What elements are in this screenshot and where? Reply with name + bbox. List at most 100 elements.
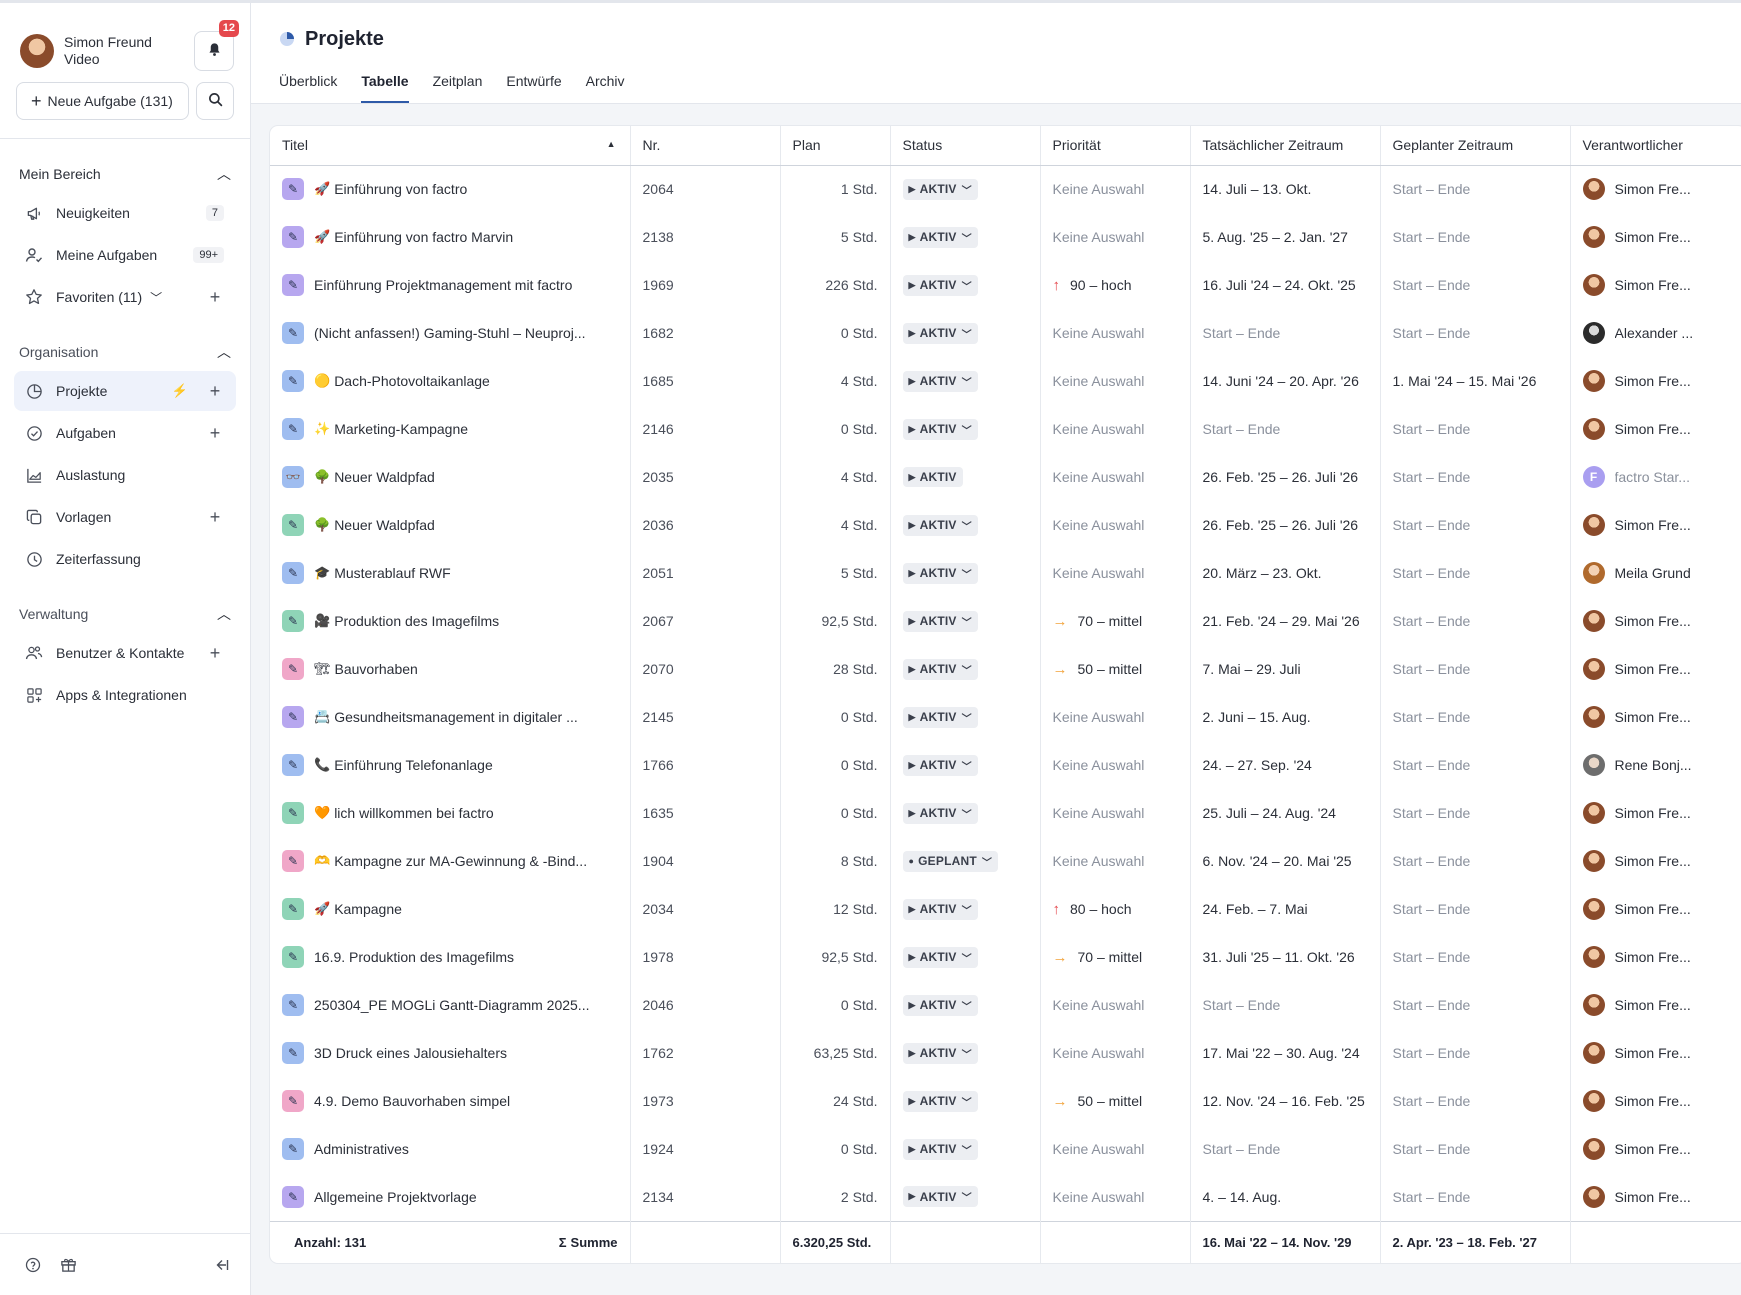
status-dropdown[interactable]: ▶ AKTIV ﹀ xyxy=(902,610,978,632)
cell-actual-period[interactable]: Start – Ende xyxy=(1190,1125,1381,1173)
status-dropdown[interactable]: ▶ AKTIV ﹀ xyxy=(902,946,978,968)
cell-status[interactable]: ▶ AKTIV ﹀ xyxy=(890,357,1041,405)
cell-status[interactable]: ▶ AKTIV ﹀ xyxy=(890,1029,1041,1077)
cell-status[interactable]: ▶ AKTIV ﹀ xyxy=(890,789,1041,837)
cell-responsible[interactable]: Simon Fre... xyxy=(1570,357,1741,405)
status-dropdown[interactable]: ▶ AKTIV ﹀ xyxy=(902,562,978,584)
cell-priority[interactable]: Keine Auswahl xyxy=(1040,837,1191,885)
cell-actual-period[interactable]: 25. Juli – 24. Aug. '24 xyxy=(1190,789,1381,837)
cell-title[interactable]: ✎ 🚀 Kampagne xyxy=(270,885,631,933)
edit-pencil-icon[interactable]: ✎ xyxy=(282,754,304,776)
cell-priority[interactable]: Keine Auswahl xyxy=(1040,981,1191,1029)
cell-planned-period[interactable]: Start – Ende xyxy=(1380,549,1571,597)
cell-title[interactable]: ✎ Allgemeine Projektvorlage xyxy=(270,1173,631,1221)
add-favorite-button[interactable]: + xyxy=(209,286,221,307)
section-header-mein-bereich[interactable]: Mein Bereich ︿ xyxy=(14,155,236,193)
tab-ueberblick[interactable]: Überblick xyxy=(279,73,338,89)
cell-actual-period[interactable]: 4. – 14. Aug. xyxy=(1190,1173,1381,1221)
sidebar-item-zeiterfassung[interactable]: Zeiterfassung xyxy=(14,539,236,579)
cell-actual-period[interactable]: 14. Juli – 13. Okt. xyxy=(1190,165,1381,213)
cell-actual-period[interactable]: 24. – 27. Sep. '24 xyxy=(1190,741,1381,789)
cell-responsible[interactable]: Simon Fre... xyxy=(1570,501,1741,549)
search-button[interactable] xyxy=(196,82,234,120)
status-dropdown[interactable]: ▶ AKTIV ﹀ xyxy=(902,994,978,1016)
cell-status[interactable]: ▶ AKTIV ﹀ xyxy=(890,165,1041,213)
tab-zeitplan[interactable]: Zeitplan xyxy=(432,73,483,89)
cell-priority[interactable]: Keine Auswahl xyxy=(1040,693,1191,741)
cell-planned-period[interactable]: Start – Ende xyxy=(1380,501,1571,549)
cell-planned-period[interactable]: Start – Ende xyxy=(1380,261,1571,309)
user-avatar[interactable] xyxy=(20,33,54,68)
cell-title[interactable]: ✎ 🚀 Einführung von factro xyxy=(270,165,631,213)
cell-responsible[interactable]: Simon Fre... xyxy=(1570,1029,1741,1077)
cell-responsible[interactable]: Simon Fre... xyxy=(1570,165,1741,213)
table-row[interactable]: ✎ Administratives 1924 0 Std. ▶ AKTIV ﹀ Keine A… xyxy=(270,1125,1741,1173)
status-dropdown[interactable]: ● GEPLANT ﹀ xyxy=(902,850,999,872)
sidebar-item-meine-aufgaben[interactable]: Meine Aufgaben 99+ xyxy=(14,235,236,275)
table-row[interactable]: ✎ ✨ Marketing-Kampagne 2146 0 Std. ▶ AKTIV ﹀ Kei… xyxy=(270,405,1741,453)
status-dropdown[interactable]: ▶ AKTIV ﹀ xyxy=(902,754,978,776)
status-dropdown[interactable]: ▶ AKTIV ﹀ xyxy=(902,226,978,248)
sidebar-item-aufgaben[interactable]: Aufgaben + xyxy=(14,413,236,453)
cell-responsible[interactable]: Simon Fre... xyxy=(1570,1077,1741,1125)
status-dropdown[interactable]: ▶ AKTIV ﹀ xyxy=(902,1042,978,1064)
new-task-button[interactable]: + Neue Aufgabe (131) xyxy=(16,82,189,120)
cell-responsible[interactable]: Simon Fre... xyxy=(1570,261,1741,309)
status-dropdown[interactable]: ▶ AKTIV ﹀ xyxy=(902,1186,978,1208)
cell-status[interactable]: ▶ AKTIV ﹀ xyxy=(890,1173,1041,1221)
cell-title[interactable]: ✎ (Nicht anfassen!) Gaming-Stuhl – Neupro… xyxy=(270,309,631,357)
cell-status[interactable]: ▶ AKTIV ﹀ xyxy=(890,597,1041,645)
edit-pencil-icon[interactable]: ✎ xyxy=(282,274,304,296)
table-row[interactable]: ✎ 🫶 Kampagne zur MA-Gewinnung & -Bind... 19… xyxy=(270,837,1741,885)
status-dropdown[interactable]: ▶ AKTIV ﹀ xyxy=(902,322,978,344)
table-row[interactable]: ✎ Einführung Projektmanagement mit factro… xyxy=(270,261,1741,309)
edit-pencil-icon[interactable]: ✎ xyxy=(282,610,304,632)
status-dropdown[interactable]: ▶ AKTIV ﹀ xyxy=(902,898,978,920)
cell-priority[interactable]: → 70 – mittel xyxy=(1040,597,1191,645)
edit-pencil-icon[interactable]: ✎ xyxy=(282,562,304,584)
cell-title[interactable]: ✎ 🚀 Einführung von factro Marvin xyxy=(270,213,631,261)
cell-priority[interactable]: Keine Auswahl xyxy=(1040,789,1191,837)
cell-priority[interactable]: → 70 – mittel xyxy=(1040,933,1191,981)
cell-planned-period[interactable]: Start – Ende xyxy=(1380,1125,1571,1173)
tab-tabelle[interactable]: Tabelle xyxy=(361,73,409,103)
table-row[interactable]: 👓 🌳 Neuer Waldpfad 2035 4 Std. ▶ AKTIV Keine Au… xyxy=(270,453,1741,501)
cell-actual-period[interactable]: Start – Ende xyxy=(1190,309,1381,357)
sidebar-item-vorlagen[interactable]: Vorlagen + xyxy=(14,497,236,537)
edit-pencil-icon[interactable]: ✎ xyxy=(282,322,304,344)
cell-actual-period[interactable]: 24. Feb. – 7. Mai xyxy=(1190,885,1381,933)
table-row[interactable]: ✎ 4.9. Demo Bauvorhaben simpel 1973 24 Std.… xyxy=(270,1077,1741,1125)
cell-planned-period[interactable]: Start – Ende xyxy=(1380,597,1571,645)
cell-priority[interactable]: Keine Auswahl xyxy=(1040,1173,1191,1221)
edit-pencil-icon[interactable]: ✎ xyxy=(282,850,304,872)
cell-status[interactable]: ▶ AKTIV ﹀ xyxy=(890,741,1041,789)
column-header-prioritaet[interactable]: Priorität xyxy=(1040,126,1191,166)
cell-responsible[interactable]: Simon Fre... xyxy=(1570,933,1741,981)
section-header-organisation[interactable]: Organisation ︿ xyxy=(14,333,236,371)
cell-status[interactable]: ▶ AKTIV ﹀ xyxy=(890,309,1041,357)
cell-actual-period[interactable]: 31. Juli '25 – 11. Okt. '26 xyxy=(1190,933,1381,981)
cell-status[interactable]: ▶ AKTIV ﹀ xyxy=(890,693,1041,741)
cell-title[interactable]: 👓 🌳 Neuer Waldpfad xyxy=(270,453,631,501)
cell-planned-period[interactable]: Start – Ende xyxy=(1380,213,1571,261)
notifications-button[interactable]: 12 xyxy=(194,19,239,71)
cell-actual-period[interactable]: 20. März – 23. Okt. xyxy=(1190,549,1381,597)
table-row[interactable]: ✎ 🚀 Einführung von factro 2064 1 Std. ▶ AKTIV ﹀… xyxy=(270,165,1741,213)
cell-priority[interactable]: Keine Auswahl xyxy=(1040,309,1191,357)
cell-title[interactable]: ✎ 🫶 Kampagne zur MA-Gewinnung & -Bind... xyxy=(270,837,631,885)
cell-title[interactable]: ✎ 🟡 Dach-Photovoltaikanlage xyxy=(270,357,631,405)
cell-actual-period[interactable]: 2. Juni – 15. Aug. xyxy=(1190,693,1381,741)
cell-status[interactable]: ▶ AKTIV ﹀ xyxy=(890,213,1041,261)
cell-actual-period[interactable]: 16. Juli '24 – 24. Okt. '25 xyxy=(1190,261,1381,309)
cell-status[interactable]: ▶ AKTIV ﹀ xyxy=(890,1077,1041,1125)
table-row[interactable]: ✎ 🧡 lich willkommen bei factro 1635 0 Std. ▶ A… xyxy=(270,789,1741,837)
cell-planned-period[interactable]: Start – Ende xyxy=(1380,1029,1571,1077)
cell-responsible[interactable]: Simon Fre... xyxy=(1570,1125,1741,1173)
cell-status[interactable]: ▶ AKTIV ﹀ xyxy=(890,405,1041,453)
cell-priority[interactable]: Keine Auswahl xyxy=(1040,213,1191,261)
cell-responsible[interactable]: Meila Grund xyxy=(1570,549,1741,597)
chevron-up-icon[interactable]: ︿ xyxy=(217,166,231,182)
cell-title[interactable]: ✎ 🎓 Musterablauf RWF xyxy=(270,549,631,597)
cell-status[interactable]: ▶ AKTIV xyxy=(890,453,1041,501)
sidebar-item-apps-integrationen[interactable]: Apps & Integrationen xyxy=(14,675,236,715)
